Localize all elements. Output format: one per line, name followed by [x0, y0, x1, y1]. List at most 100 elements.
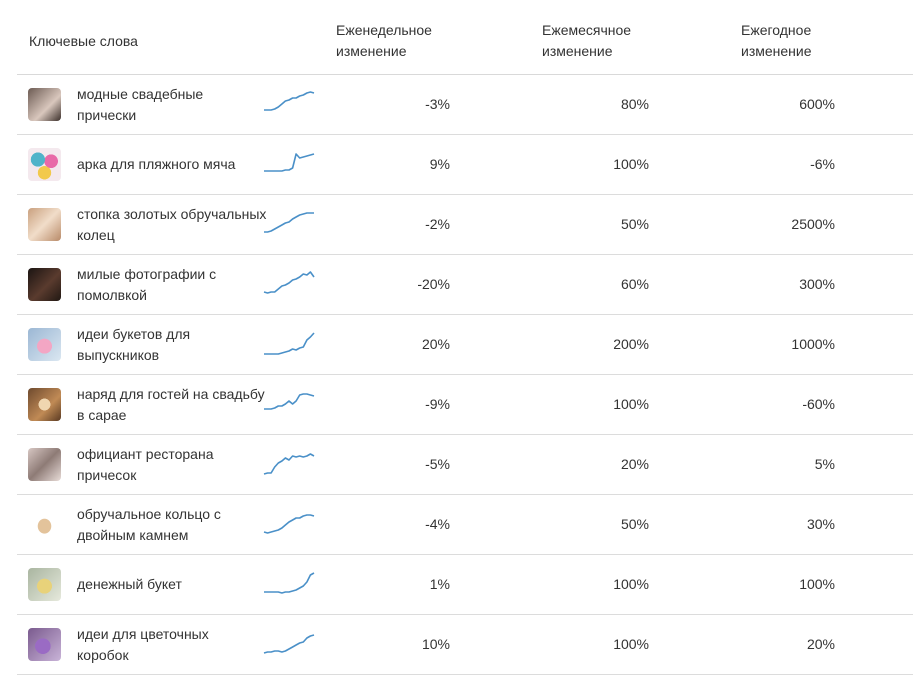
trend-sparkline: [264, 153, 315, 172]
monthly-change-value: 100%: [613, 156, 649, 172]
weekly-change-value: -20%: [417, 276, 450, 292]
trend-line: [264, 212, 314, 233]
keyword-line-2: в сарае: [77, 407, 127, 423]
keyword-label[interactable]: модные свадебные прически: [77, 84, 277, 126]
monthly-change-value: 50%: [620, 516, 649, 532]
hair-salon-photo-icon[interactable]: [28, 448, 61, 481]
trend-line: [263, 634, 315, 654]
trend-sparkline: [263, 453, 315, 475]
keyword-label[interactable]: стопка золотых обручальных колец: [77, 204, 277, 246]
yearly-change-value: -60%: [802, 396, 835, 412]
trend-line: [264, 332, 315, 355]
weekly-change-value: -3%: [425, 96, 450, 112]
column-header-weekly-line1: Еженедельное: [336, 22, 432, 38]
table-row[interactable]: арка для пляжного мяча 9% 100% -6%: [17, 135, 913, 195]
trend-line: [264, 393, 315, 410]
money-bouquet-photo-icon[interactable]: [28, 568, 61, 601]
weekly-change-value: 1%: [429, 576, 450, 592]
trend-sparkline: [263, 634, 315, 654]
keyword-line-2: двойным камнем: [77, 527, 189, 543]
yearly-change-value: 20%: [806, 636, 835, 652]
keyword-line-2: помолвкой: [77, 287, 147, 303]
trend-line: [264, 91, 315, 111]
keyword-line-2: выпускников: [77, 347, 160, 363]
keyword-line-1: модные свадебные: [77, 86, 204, 102]
yearly-change-value: 30%: [806, 516, 835, 532]
keyword-line-1: официант ресторана: [77, 446, 214, 462]
keyword-line-1: наряд для гостей на свадьбу: [77, 386, 265, 402]
keyword-table: модные свадебные прически -3% 80% 600% арка д…: [17, 75, 913, 675]
flower-box-photo-icon[interactable]: [28, 628, 61, 661]
weekly-change-value: 9%: [429, 156, 450, 172]
trend-line: [264, 572, 315, 594]
double-stone-ring-photo-icon[interactable]: [28, 508, 61, 541]
keyword-label[interactable]: милые фотографии с помолвкой: [77, 264, 277, 306]
yearly-change-value: 100%: [799, 576, 835, 592]
keyword-label[interactable]: официант ресторана причесок: [77, 444, 277, 486]
keyword-line-2: коробок: [77, 647, 129, 663]
table-row[interactable]: модные свадебные прически -3% 80% 600%: [17, 75, 913, 135]
trend-sparkline: [263, 514, 315, 534]
yearly-change-value: 2500%: [791, 216, 835, 232]
monthly-change-value: 100%: [613, 396, 649, 412]
table-row[interactable]: стопка золотых обручальных колец -2% 50% 250…: [17, 195, 913, 255]
column-header-monthly[interactable]: Ежемесячное изменение: [542, 20, 631, 62]
column-header-keywords[interactable]: Ключевые слова: [29, 33, 138, 49]
weekly-change-value: 10%: [421, 636, 450, 652]
keyword-line-2: прически: [77, 107, 137, 123]
monthly-change-value: 100%: [613, 576, 649, 592]
yearly-change-value: 300%: [799, 276, 835, 292]
keyword-line-1: денежный букет: [77, 576, 182, 592]
keyword-line-1: обручальное кольцо с: [77, 506, 221, 522]
weekly-change-value: -4%: [425, 516, 450, 532]
yearly-change-value: 1000%: [791, 336, 835, 352]
wedding-rings-photo-icon[interactable]: [28, 208, 61, 241]
weekly-change-value: -5%: [425, 456, 450, 472]
keyword-line-2: причесок: [77, 467, 137, 483]
keyword-label[interactable]: идеи для цветочных коробок: [77, 624, 277, 666]
keyword-line-1: идеи букетов для: [77, 326, 191, 342]
table-row[interactable]: идеи букетов для выпускников 20% 200% 1000%: [17, 315, 913, 375]
weekly-change-value: -9%: [425, 396, 450, 412]
trend-sparkline: [264, 332, 315, 355]
yearly-change-value: -6%: [810, 156, 835, 172]
hairstyle-photo-icon[interactable]: [28, 88, 61, 121]
table-row[interactable]: денежный букет 1% 100% 100%: [17, 555, 913, 615]
trend-line: [263, 453, 315, 475]
keyword-label[interactable]: обручальное кольцо с двойным камнем: [77, 504, 277, 546]
column-header-weekly[interactable]: Еженедельное изменение: [336, 20, 432, 62]
trend-line: [263, 271, 315, 294]
column-header-yearly[interactable]: Ежегодное изменение: [741, 20, 812, 62]
column-header-yearly-line2: изменение: [741, 43, 812, 59]
keyword-line-1: идеи для цветочных: [77, 626, 209, 642]
column-header-yearly-line1: Ежегодное: [741, 22, 812, 38]
trend-sparkline: [264, 212, 314, 233]
trend-line: [263, 514, 315, 534]
monthly-change-value: 20%: [620, 456, 649, 472]
trend-line: [264, 153, 315, 172]
weekly-change-value: -2%: [425, 216, 450, 232]
column-header-weekly-line2: изменение: [336, 43, 407, 59]
table-row[interactable]: идеи для цветочных коробок 10% 100% 20%: [17, 615, 913, 675]
table-row[interactable]: наряд для гостей на свадьбу в сарае -9% 100…: [17, 375, 913, 435]
monthly-change-value: 200%: [613, 336, 649, 352]
monthly-change-value: 80%: [620, 96, 649, 112]
keyword-label[interactable]: арка для пляжного мяча: [77, 154, 277, 175]
table-header: Ключевые слова Еженедельное изменение Еж…: [17, 0, 913, 75]
column-header-monthly-line1: Ежемесячное: [542, 22, 632, 38]
table-row[interactable]: официант ресторана причесок -5% 20% 5%: [17, 435, 913, 495]
table-row[interactable]: обручальное кольцо с двойным камнем -4% 50%…: [17, 495, 913, 555]
balloon-arch-photo-icon[interactable]: [28, 148, 61, 181]
table-row[interactable]: милые фотографии с помолвкой -20% 60% 300%: [17, 255, 913, 315]
keyword-label[interactable]: денежный букет: [77, 574, 277, 595]
graduation-bouquet-photo-icon[interactable]: [28, 328, 61, 361]
trend-sparkline: [263, 271, 315, 294]
barn-wedding-outfit-photo-icon[interactable]: [28, 388, 61, 421]
keyword-line-1: арка для пляжного мяча: [77, 156, 236, 172]
keyword-label[interactable]: наряд для гостей на свадьбу в сарае: [77, 384, 277, 426]
trend-sparkline: [264, 572, 315, 594]
yearly-change-value: 5%: [814, 456, 835, 472]
engagement-photo-icon[interactable]: [28, 268, 61, 301]
keyword-label[interactable]: идеи букетов для выпускников: [77, 324, 277, 366]
weekly-change-value: 20%: [421, 336, 450, 352]
